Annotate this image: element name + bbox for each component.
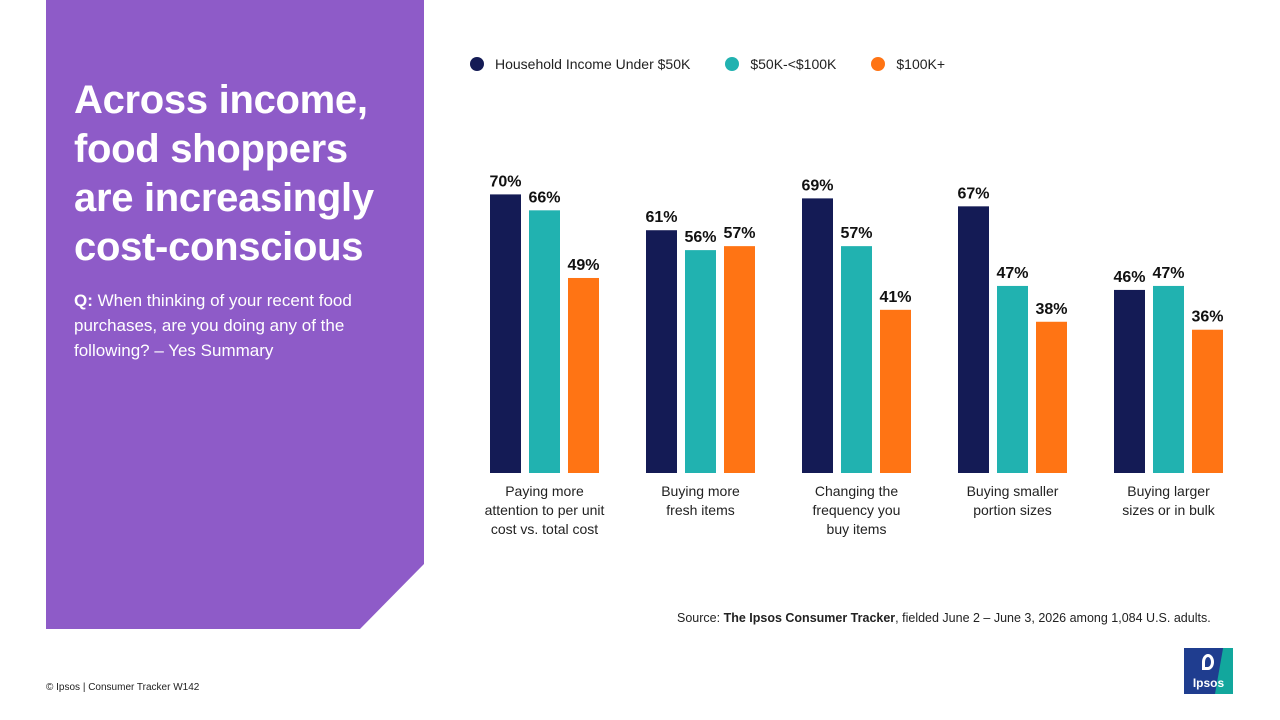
data-label-4-1: 47%	[1152, 265, 1184, 282]
bar-1-2	[724, 246, 755, 473]
legend-label-100k-plus: $100K+	[896, 56, 946, 72]
legend-item-50k-100k: $50K-<$100K	[725, 56, 836, 72]
category-label-line: buy items	[827, 521, 887, 537]
data-label-4-0: 46%	[1113, 269, 1145, 286]
data-label-0-1: 66%	[528, 189, 560, 206]
data-label-3-1: 47%	[996, 265, 1028, 282]
category-label-line: Buying smaller	[967, 483, 1059, 499]
legend-item-100k-plus: $100K+	[871, 56, 945, 72]
category-label-line: attention to per unit	[485, 502, 605, 518]
data-label-1-0: 61%	[645, 209, 677, 226]
logo-text: Ipsos	[1192, 676, 1225, 690]
bar-1-0	[646, 230, 677, 473]
bar-0-2	[568, 277, 599, 473]
category-label-line: Buying larger	[1127, 483, 1210, 499]
data-label-1-1: 56%	[684, 229, 716, 246]
bar-3-1	[997, 285, 1028, 473]
category-label-2: Changing the frequency you buy items	[813, 483, 901, 537]
category-label-1: Buying more fresh items	[661, 483, 740, 518]
question-text: When thinking of your recent food purcha…	[74, 291, 352, 360]
bar-4-0	[1114, 289, 1145, 473]
source-details: , fielded June 2 – June 3, 2026 among 1,…	[895, 611, 1211, 625]
bar-0-1	[529, 210, 560, 473]
legend-swatch-under-50k	[470, 57, 484, 71]
footer-copyright: © Ipsos | Consumer Tracker W142	[46, 682, 200, 693]
category-label-line: cost vs. total cost	[491, 521, 598, 537]
category-label-0: Paying more attention to per unit cost vs.…	[485, 483, 605, 537]
source-name: The Ipsos Consumer Tracker	[723, 611, 896, 625]
data-label-3-2: 38%	[1035, 301, 1067, 318]
bar-2-2	[880, 309, 911, 473]
data-label-2-1: 57%	[840, 225, 872, 242]
legend-label-50k-100k: $50K-<$100K	[750, 56, 837, 72]
bar-3-0	[958, 206, 989, 473]
category-label-line: Buying more	[661, 483, 740, 499]
data-label-0-0: 70%	[489, 173, 521, 190]
data-label-3-0: 67%	[957, 185, 989, 202]
bar-2-0	[802, 198, 833, 473]
bar-1-1	[685, 250, 716, 473]
legend-swatch-100k-plus	[871, 57, 886, 71]
bar-chart: 70% 66% 49% Paying more attention to per uni…	[485, 173, 1224, 537]
chart-legend: Household Income Under $50K $50K-<$100K …	[470, 54, 980, 74]
question-prefix: Q:	[74, 291, 93, 310]
category-label-line: sizes or in bulk	[1122, 502, 1216, 518]
data-label-2-2: 41%	[879, 289, 911, 306]
slide-title: Across income, food shoppers are increas…	[74, 78, 374, 269]
ipsos-logo: Ipsos	[1184, 648, 1233, 694]
bar-0-0	[490, 194, 521, 473]
survey-question: Q: When thinking of your recent food pur…	[74, 288, 384, 363]
data-label-0-2: 49%	[567, 257, 599, 274]
title-panel: Across income, food shoppers are increas…	[46, 0, 424, 629]
category-label-line: portion sizes	[973, 502, 1052, 518]
legend-label-under-50k: Household Income Under $50K	[495, 56, 691, 72]
category-label-line: Changing the	[815, 483, 899, 499]
source-note: Source: The Ipsos Consumer Tracker, fiel…	[677, 611, 1211, 625]
category-label-4: Buying larger sizes or in bulk	[1122, 483, 1216, 518]
category-label-line: frequency you	[813, 502, 901, 518]
category-label-line: fresh items	[666, 502, 734, 518]
logo-mark-icon	[1202, 654, 1214, 670]
source-prefix: Source:	[677, 611, 721, 625]
bar-4-1	[1153, 285, 1184, 473]
legend-swatch-50k-100k	[725, 57, 740, 71]
bar-4-2	[1192, 329, 1223, 473]
data-label-1-2: 57%	[723, 225, 755, 242]
data-label-4-2: 36%	[1191, 309, 1223, 326]
category-label-3: Buying smaller portion sizes	[967, 483, 1059, 518]
bar-3-2	[1036, 321, 1067, 473]
bar-2-1	[841, 246, 872, 473]
legend-item-under-50k: Household Income Under $50K	[470, 56, 690, 72]
data-label-2-0: 69%	[801, 177, 833, 194]
category-label-line: Paying more	[505, 483, 584, 499]
